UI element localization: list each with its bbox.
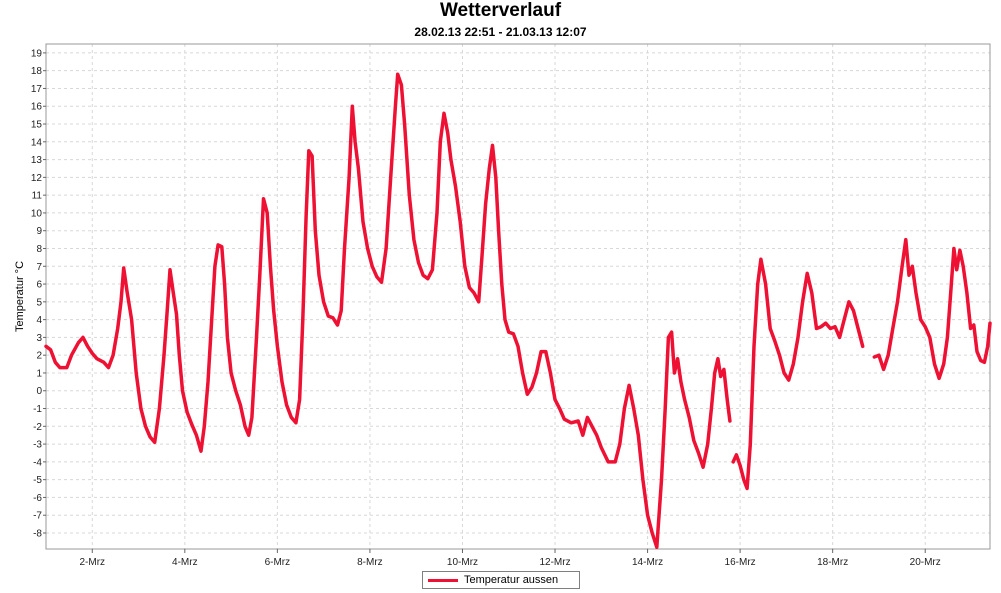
legend-swatch: [428, 579, 458, 582]
series-line-temperatur-aussen: [872, 237, 992, 381]
y-tick-label: 14: [31, 137, 43, 148]
x-tick-label: 16-Mrz: [725, 557, 756, 568]
y-tick-label: 0: [36, 386, 42, 397]
y-tick-label: 1: [36, 368, 42, 379]
y-tick-label: 2: [36, 351, 42, 362]
y-tick-label: 4: [36, 315, 42, 326]
y-tick-label: -4: [33, 457, 42, 468]
series-lines: [44, 72, 992, 549]
y-tick-label: 17: [31, 84, 43, 95]
chart-title: Wetterverlauf: [439, 0, 562, 21]
chart-subtitle: 28.02.13 22:51 - 21.03.13 12:07: [414, 25, 587, 39]
x-tick-label: 12-Mrz: [539, 557, 570, 568]
y-axis: -8-7-6-5-4-3-2-1012345678910111213141516…: [31, 48, 46, 539]
x-tick-label: 20-Mrz: [910, 557, 941, 568]
y-tick-label: -8: [33, 528, 42, 539]
y-tick-label: 6: [36, 280, 42, 291]
x-axis: 2-Mrz 4-Mrz 6-Mrz 8-Mrz 10-Mrz 12-Mrz 14-Mrz 16…: [79, 549, 941, 568]
y-tick-label: 3: [36, 333, 42, 344]
y-tick-label: 13: [31, 155, 43, 166]
y-tick-label: -3: [33, 440, 42, 451]
y-tick-label: 10: [31, 208, 43, 219]
y-tick-label: 18: [31, 66, 43, 77]
y-tick-label: 9: [36, 226, 42, 237]
y-tick-label: 5: [36, 297, 42, 308]
y-tick-label: 12: [31, 173, 43, 184]
y-tick-label: -6: [33, 493, 42, 504]
y-tick-label: -1: [33, 404, 42, 415]
y-tick-label: 15: [31, 120, 43, 131]
x-tick-label: 6-Mrz: [265, 557, 291, 568]
series-line-temperatur-aussen: [731, 257, 865, 491]
x-tick-label: 14-Mrz: [632, 557, 663, 568]
plot-area: [45, 43, 991, 550]
y-tick-label: -2: [33, 422, 42, 433]
x-tick-label: 8-Mrz: [357, 557, 383, 568]
x-tick-label: 18-Mrz: [817, 557, 848, 568]
x-tick-label: 10-Mrz: [447, 557, 478, 568]
series-line-temperatur-aussen: [44, 72, 732, 549]
gridlines: [46, 44, 990, 549]
y-axis-label: Temperatur °C: [14, 261, 26, 332]
x-tick-label: 4-Mrz: [172, 557, 198, 568]
legend: Temperatur aussen: [422, 571, 580, 589]
x-tick-label: 2-Mrz: [79, 557, 105, 568]
y-tick-label: 11: [32, 191, 43, 202]
legend-label: Temperatur aussen: [464, 574, 559, 586]
y-tick-label: 8: [36, 244, 42, 255]
y-tick-label: 16: [31, 102, 43, 113]
y-tick-label: -7: [33, 511, 42, 522]
y-tick-label: 7: [36, 262, 42, 273]
y-tick-label: 19: [31, 48, 43, 59]
y-tick-label: -5: [33, 475, 42, 486]
